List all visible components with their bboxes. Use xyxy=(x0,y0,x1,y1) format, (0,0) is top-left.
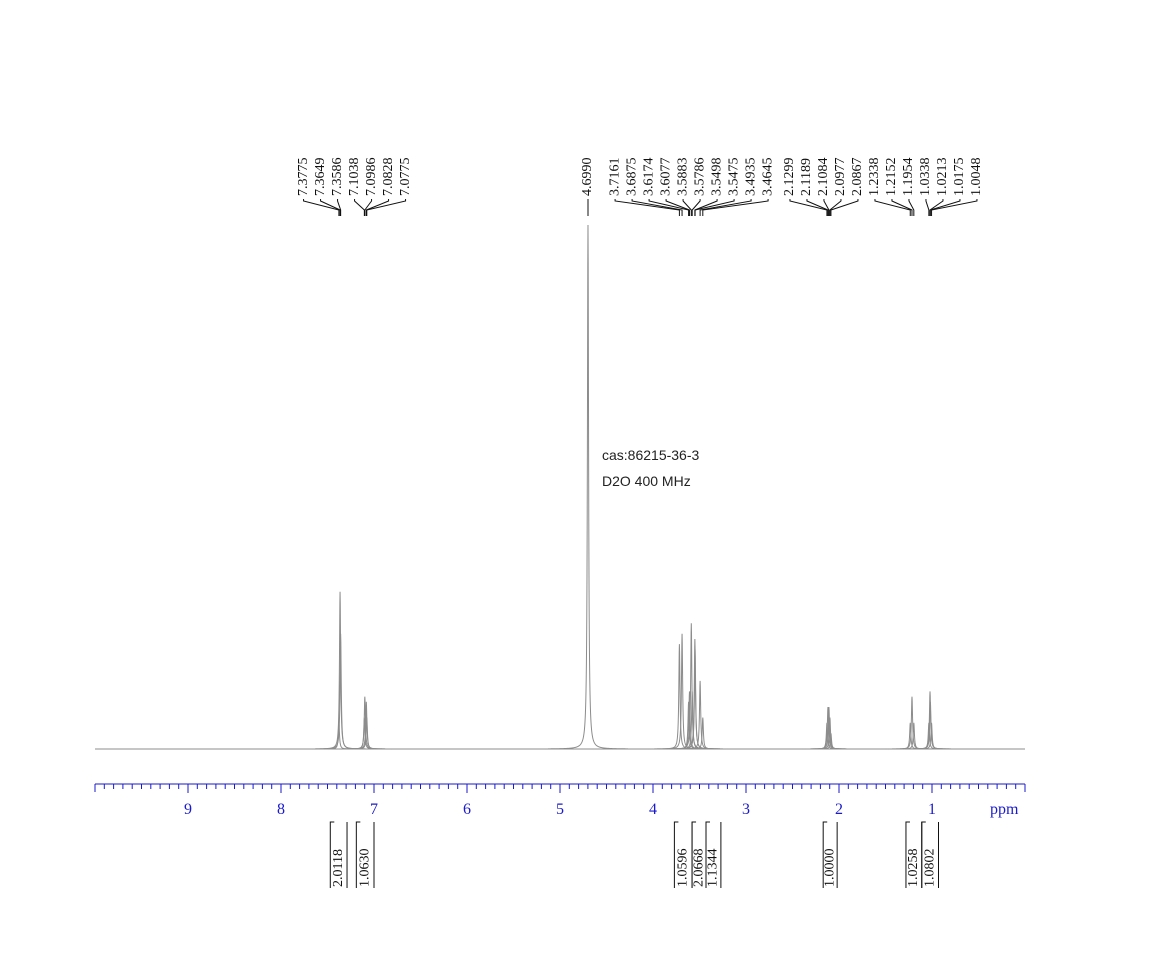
peak-leader xyxy=(320,199,341,216)
peak-label: 1.0048 xyxy=(969,158,984,197)
integral-label: 1.0802 xyxy=(922,849,937,888)
peak-leader xyxy=(682,199,692,216)
peak-label: 3.5498 xyxy=(709,158,724,197)
peak-leader xyxy=(929,199,961,216)
peak-label: 4.6990 xyxy=(580,158,595,197)
integral-label: 1.0258 xyxy=(906,849,921,888)
peak-leader xyxy=(366,199,407,216)
peak-label: 7.3586 xyxy=(330,158,345,197)
x-tick-label: 6 xyxy=(463,801,471,818)
peak-leader xyxy=(614,199,680,216)
peak-label: 2.1299 xyxy=(782,158,797,197)
peak-label: 3.5883 xyxy=(675,158,690,197)
peak-label: 7.0828 xyxy=(381,158,396,197)
peak-label: 3.4935 xyxy=(743,158,758,197)
peak-leader xyxy=(665,199,690,216)
peak-label: 1.0338 xyxy=(918,158,933,197)
x-tick-label: 8 xyxy=(277,801,285,818)
peak-leader xyxy=(823,199,830,216)
integral-bracket xyxy=(329,821,335,888)
peak-leader xyxy=(908,199,915,216)
peak-label: 2.1189 xyxy=(799,158,814,196)
peak-label: 7.1038 xyxy=(347,158,362,197)
peak-label: 1.2152 xyxy=(884,158,899,197)
integral-label: 1.0000 xyxy=(822,849,837,888)
peak-leader xyxy=(364,199,373,216)
peak-label: 3.5475 xyxy=(726,158,741,197)
peak xyxy=(341,717,392,750)
peak-label: 1.1954 xyxy=(901,158,916,197)
peak-label: 7.0775 xyxy=(398,158,413,197)
x-tick-label: 7 xyxy=(370,801,378,818)
integral-label: 2.0118 xyxy=(331,849,346,887)
integral-label: 1.1344 xyxy=(706,849,721,888)
x-tick-label: 5 xyxy=(556,801,564,818)
peak-leader xyxy=(699,199,752,216)
peak-leader xyxy=(337,199,342,216)
peak-label: 3.6174 xyxy=(641,158,656,197)
peak-label: 3.7161 xyxy=(607,158,622,197)
peak-leader xyxy=(691,199,701,216)
peak-leader xyxy=(806,199,829,216)
peak-leader xyxy=(874,199,911,216)
peak-label: 2.0977 xyxy=(833,158,848,197)
integral-bracket xyxy=(822,821,828,888)
peak-label: 3.4645 xyxy=(760,158,775,197)
peak-label: 2.0867 xyxy=(850,158,865,197)
peak-leader xyxy=(702,199,769,216)
integral-bracket xyxy=(355,821,361,888)
integral-label: 1.0630 xyxy=(357,849,372,888)
x-tick-label: 4 xyxy=(649,801,657,818)
peak xyxy=(906,722,957,750)
peak-label: 1.0213 xyxy=(935,158,950,197)
peak-label: 3.6875 xyxy=(624,158,639,197)
peak-label: 7.0986 xyxy=(364,158,379,197)
peak-label: 1.0175 xyxy=(952,158,967,197)
integral-bracket xyxy=(705,821,711,888)
peak-label: 1.2338 xyxy=(867,158,882,197)
integral-bracket xyxy=(905,821,910,888)
peak-label: 3.5786 xyxy=(692,158,707,197)
peak-label: 2.1084 xyxy=(816,158,831,197)
annotation: D2O 400 MHz xyxy=(602,473,691,489)
peak-label: 3.6077 xyxy=(658,158,673,197)
x-tick-label: 9 xyxy=(184,801,192,818)
x-axis-label: ppm xyxy=(990,801,1019,818)
annotation: cas:86215-36-3 xyxy=(602,447,700,463)
peak-leader xyxy=(789,199,828,216)
peak-leader xyxy=(631,199,683,216)
x-tick-label: 3 xyxy=(742,801,750,818)
peak-leader xyxy=(648,199,690,216)
peak-leader xyxy=(303,199,340,216)
peak-label: 7.3649 xyxy=(313,158,328,197)
peak-leader xyxy=(354,199,365,216)
x-tick-label: 2 xyxy=(835,801,843,818)
integral-bracket xyxy=(921,821,926,888)
peak-leader xyxy=(830,199,859,216)
peak-leader xyxy=(694,199,735,216)
peak-label: 7.3775 xyxy=(296,158,311,197)
peak-leader xyxy=(829,199,842,216)
integral-bracket xyxy=(691,821,697,888)
integral-label: 1.0596 xyxy=(675,849,690,888)
integral-bracket xyxy=(673,821,679,888)
peak xyxy=(805,733,856,750)
integral-label: 2.0668 xyxy=(691,849,706,888)
peak-leader xyxy=(931,199,978,216)
peak-leader xyxy=(925,199,930,216)
peak-leader xyxy=(891,199,913,216)
peak xyxy=(888,722,939,750)
peak xyxy=(677,717,728,750)
x-tick-label: 1 xyxy=(928,801,936,818)
peak xyxy=(547,224,628,750)
